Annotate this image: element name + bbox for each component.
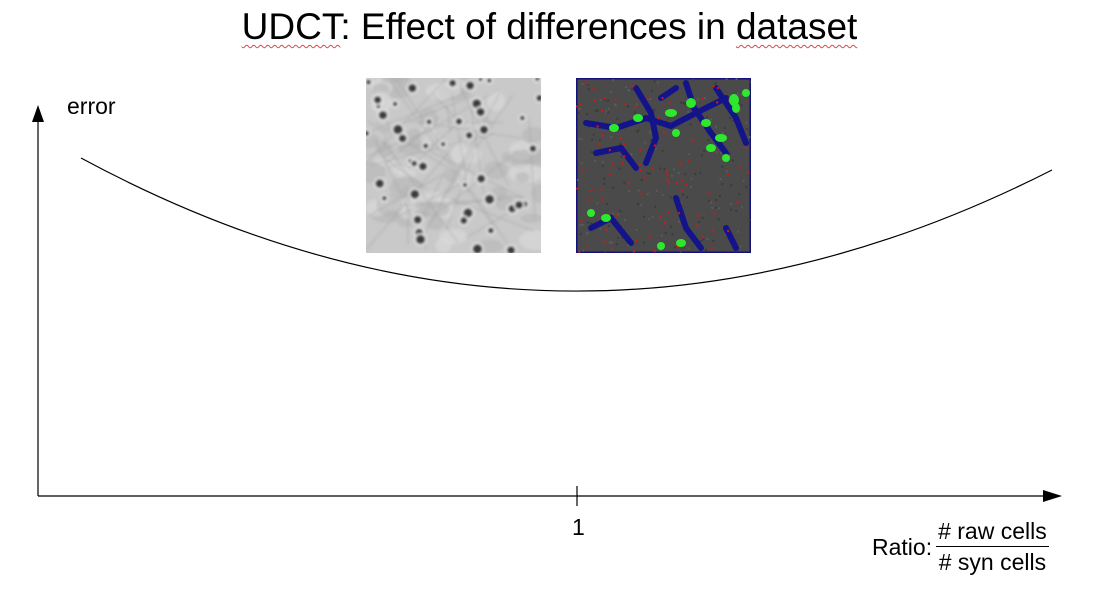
x-tick-label: 1 — [572, 514, 585, 540]
error-curve — [80, 157, 1053, 292]
raw-cells-image — [366, 78, 541, 253]
ratio-numerator: # raw cells — [936, 517, 1049, 547]
y-axis-arrow — [32, 105, 44, 122]
title-middle: : Effect of differences in — [340, 6, 736, 47]
title-dataset: dataset — [735, 6, 858, 47]
ratio-prefix: Ratio: — [872, 533, 933, 560]
y-axis-label: error — [67, 93, 116, 119]
title-udct: UDCT — [241, 6, 341, 47]
x-axis-label: Ratio: # raw cells # syn cells — [872, 517, 1049, 576]
ratio-denominator: # syn cells — [938, 549, 1047, 575]
synthetic-cells-image — [576, 78, 751, 253]
x-axis-arrow — [1043, 490, 1062, 502]
slide-title: UDCT: Effect of differences in dataset — [0, 4, 1099, 50]
ratio-fraction: # raw cells # syn cells — [936, 517, 1049, 576]
